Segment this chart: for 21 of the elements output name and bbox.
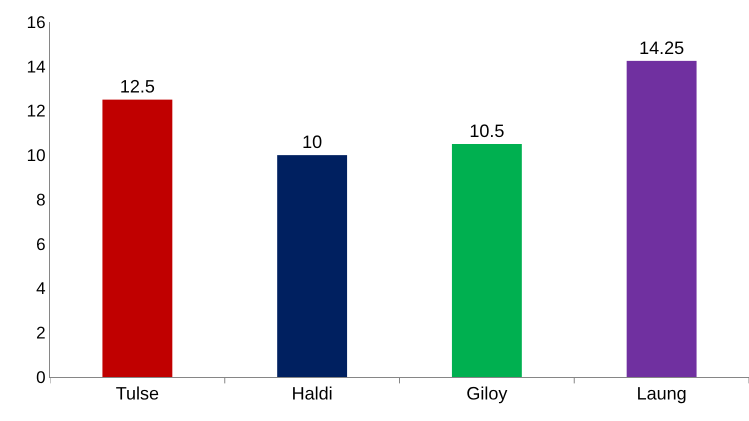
y-tick-label: 2 xyxy=(36,324,46,343)
data-label: 14.25 xyxy=(639,38,684,58)
x-tick-label: Haldi xyxy=(292,384,333,404)
y-tick-label: 6 xyxy=(36,234,46,254)
data-label: 10.5 xyxy=(469,121,504,142)
y-tick-label: 10 xyxy=(26,146,46,166)
x-tick-label: Laung xyxy=(636,384,687,404)
x-tick-label: Tulse xyxy=(116,384,160,404)
x-tick-label: Giloy xyxy=(466,384,508,404)
bar xyxy=(452,144,522,377)
data-label: 12.5 xyxy=(120,76,155,97)
y-tick-label: 12 xyxy=(26,102,46,121)
y-tick-label: 4 xyxy=(36,279,46,298)
y-tick-label: 14 xyxy=(26,57,46,76)
y-tick-label: 0 xyxy=(36,368,46,387)
bar xyxy=(102,100,172,377)
y-tick-label: 8 xyxy=(36,190,46,210)
bar xyxy=(277,155,348,377)
data-label: 10 xyxy=(302,132,322,152)
y-tick-label: 16 xyxy=(26,12,46,32)
bar xyxy=(626,60,697,377)
